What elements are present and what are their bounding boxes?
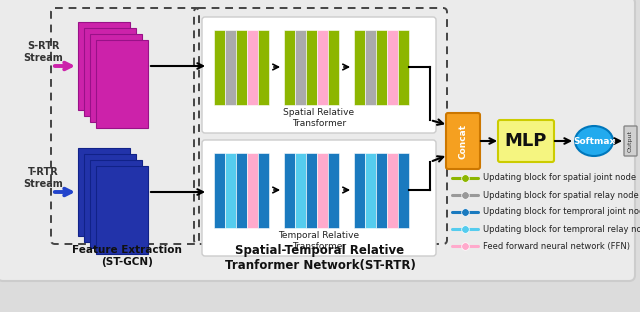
- FancyBboxPatch shape: [96, 40, 148, 128]
- FancyBboxPatch shape: [284, 30, 295, 105]
- FancyBboxPatch shape: [624, 126, 637, 156]
- FancyBboxPatch shape: [498, 120, 554, 162]
- Text: Output: Output: [627, 130, 632, 152]
- Text: Updating block for spatial relay node: Updating block for spatial relay node: [483, 191, 639, 199]
- FancyBboxPatch shape: [376, 30, 387, 105]
- Text: Spatial Relative
Transformer: Spatial Relative Transformer: [284, 108, 355, 128]
- FancyBboxPatch shape: [328, 30, 339, 105]
- Text: S-RTR
Stream: S-RTR Stream: [23, 41, 63, 63]
- FancyBboxPatch shape: [306, 30, 317, 105]
- FancyBboxPatch shape: [284, 153, 295, 228]
- FancyBboxPatch shape: [84, 154, 136, 242]
- Text: Feed forward neural network (FFN): Feed forward neural network (FFN): [483, 241, 630, 251]
- FancyBboxPatch shape: [225, 30, 236, 105]
- FancyBboxPatch shape: [202, 17, 436, 133]
- FancyBboxPatch shape: [317, 30, 328, 105]
- FancyBboxPatch shape: [236, 153, 247, 228]
- Text: Concat: Concat: [458, 124, 467, 158]
- FancyBboxPatch shape: [78, 22, 130, 110]
- FancyBboxPatch shape: [295, 153, 306, 228]
- FancyBboxPatch shape: [446, 113, 480, 169]
- FancyBboxPatch shape: [295, 30, 306, 105]
- Text: Feature Extraction
(ST-GCN): Feature Extraction (ST-GCN): [72, 245, 182, 267]
- Ellipse shape: [575, 126, 613, 156]
- FancyBboxPatch shape: [258, 30, 269, 105]
- FancyBboxPatch shape: [236, 30, 247, 105]
- FancyBboxPatch shape: [365, 153, 376, 228]
- FancyBboxPatch shape: [387, 153, 398, 228]
- FancyBboxPatch shape: [365, 30, 376, 105]
- FancyBboxPatch shape: [84, 28, 136, 116]
- FancyBboxPatch shape: [387, 30, 398, 105]
- FancyBboxPatch shape: [96, 166, 148, 254]
- Text: Softmax: Softmax: [573, 137, 615, 145]
- FancyBboxPatch shape: [78, 148, 130, 236]
- FancyBboxPatch shape: [258, 153, 269, 228]
- Text: T-RTR
Stream: T-RTR Stream: [23, 167, 63, 189]
- FancyBboxPatch shape: [214, 153, 225, 228]
- FancyBboxPatch shape: [90, 160, 142, 248]
- Text: Updating block for temproral relay node: Updating block for temproral relay node: [483, 225, 640, 233]
- FancyBboxPatch shape: [247, 30, 258, 105]
- Text: Spatial-Temporal Relative
Tranformer Network(ST-RTR): Spatial-Temporal Relative Tranformer Net…: [225, 244, 415, 272]
- FancyBboxPatch shape: [354, 153, 365, 228]
- FancyBboxPatch shape: [354, 30, 365, 105]
- Text: Temporal Relative
Transformer: Temporal Relative Transformer: [278, 231, 360, 251]
- FancyBboxPatch shape: [247, 153, 258, 228]
- FancyBboxPatch shape: [398, 153, 409, 228]
- FancyBboxPatch shape: [0, 0, 635, 281]
- FancyBboxPatch shape: [214, 30, 225, 105]
- FancyBboxPatch shape: [306, 153, 317, 228]
- FancyBboxPatch shape: [225, 153, 236, 228]
- FancyBboxPatch shape: [376, 153, 387, 228]
- Text: MLP: MLP: [505, 132, 547, 150]
- Text: Updating block for spatial joint node: Updating block for spatial joint node: [483, 173, 636, 183]
- FancyBboxPatch shape: [202, 140, 436, 256]
- Text: Updating block for temproral joint node: Updating block for temproral joint node: [483, 207, 640, 217]
- FancyBboxPatch shape: [328, 153, 339, 228]
- FancyBboxPatch shape: [398, 30, 409, 105]
- FancyBboxPatch shape: [317, 153, 328, 228]
- FancyBboxPatch shape: [90, 34, 142, 122]
